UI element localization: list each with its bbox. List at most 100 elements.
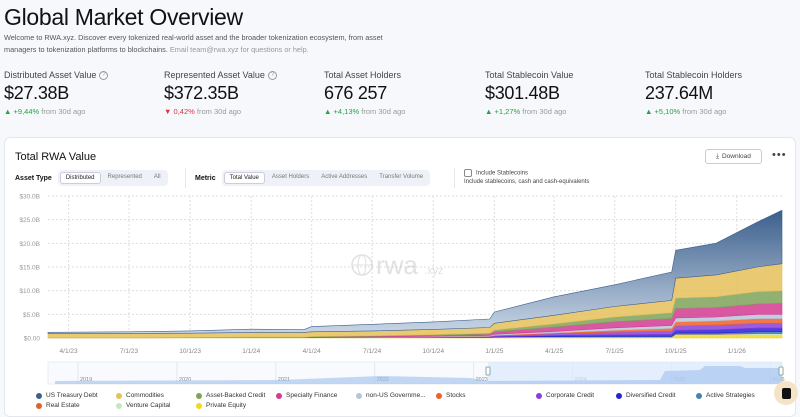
legend-swatch-icon xyxy=(36,392,42,399)
x-tick-label: 10/1/24 xyxy=(422,348,444,355)
x-tick-label: 4/1/25 xyxy=(545,348,563,355)
checkbox-box[interactable] xyxy=(464,169,472,177)
contact-link[interactable]: Email team@rwa.xyz for questions or help… xyxy=(169,45,309,54)
legend-swatch-icon xyxy=(616,392,622,399)
x-tick-label: 4/1/24 xyxy=(303,348,321,355)
legend-label: US Treasury Debt xyxy=(46,392,98,399)
checkbox-label: Include Stablecoins xyxy=(476,170,529,177)
x-tick-label: 10/1/25 xyxy=(665,348,687,355)
change-percent: +1,27% xyxy=(494,107,521,116)
legend-item[interactable]: Real Estate xyxy=(36,402,80,409)
stat-label: Total Stablecoin Holders xyxy=(645,70,742,80)
change-suffix: from 30d ago xyxy=(41,107,86,116)
asset-type-control: Asset Type Distributed Represented All xyxy=(15,170,168,186)
x-tick-label: 1/1/24 xyxy=(242,348,260,355)
help-icon[interactable]: ? xyxy=(267,70,277,80)
legend-label: Active Strategies xyxy=(706,392,755,399)
y-tick-label: $30.0B xyxy=(19,194,40,201)
download-label: Download xyxy=(721,153,751,160)
option-asset-holders[interactable]: Asset Holders xyxy=(271,174,310,180)
change-suffix: from 30d ago xyxy=(682,107,727,116)
stat-label: Total Asset Holders xyxy=(324,70,405,80)
legend-swatch-icon xyxy=(696,392,702,399)
legend-label: Commodities xyxy=(126,392,164,399)
stat-change: ▲ +1,27% from 30d ago xyxy=(485,107,573,116)
more-options-button[interactable]: ••• xyxy=(772,149,787,161)
option-total-value[interactable]: Total Value xyxy=(223,172,265,184)
stat-value: $27.38B xyxy=(4,83,69,103)
legend-item[interactable]: Stocks xyxy=(436,392,466,399)
legend-swatch-icon xyxy=(436,392,442,399)
range-navigator[interactable]: 20192020202120222023202420252026 xyxy=(47,361,785,385)
stat-label: Distributed Asset Value? xyxy=(4,70,109,80)
legend-item[interactable]: US Treasury Debt xyxy=(36,392,98,399)
legend-item[interactable]: non-US Governme... xyxy=(356,392,426,399)
divider xyxy=(454,168,455,188)
stat-label-text: Distributed Asset Value xyxy=(4,70,97,80)
option-active-addresses[interactable]: Active Addresses xyxy=(321,174,368,180)
y-tick-label: $10.0B xyxy=(19,288,40,295)
x-tick-label: 10/1/23 xyxy=(179,348,201,355)
legend-swatch-icon xyxy=(536,392,542,399)
legend-swatch-icon xyxy=(36,402,42,409)
navigator-series xyxy=(55,366,782,384)
navigator-handle-right[interactable] xyxy=(778,366,784,376)
x-tick-label: 1/1/26 xyxy=(728,348,746,355)
include-stablecoins-checkbox[interactable]: Include Stablecoins Include stablecoins,… xyxy=(464,169,589,185)
y-tick-label: $20.0B xyxy=(19,241,40,248)
legend-label: Venture Capital xyxy=(126,402,171,409)
option-all[interactable]: All xyxy=(153,174,161,180)
svg-text:rwa: rwa xyxy=(376,250,418,280)
stat-change: ▲ +4,13% from 30d ago xyxy=(324,107,405,116)
legend-item[interactable]: Active Strategies xyxy=(696,392,755,399)
legend-label: Corporate Credit xyxy=(546,392,595,399)
checkbox-hint: Include stablecoins, cash and cash-equiv… xyxy=(464,179,590,185)
option-distributed[interactable]: Distributed xyxy=(59,172,101,184)
asset-type-segment: Distributed Represented All xyxy=(57,170,168,186)
legend-item[interactable]: Diversified Credit xyxy=(616,392,676,399)
legend-item[interactable]: Venture Capital xyxy=(116,402,170,409)
stat-card: Total Stablecoin Holders 237.64M ▲ +5,10… xyxy=(645,70,742,116)
x-tick-label: 7/1/24 xyxy=(363,348,381,355)
navigator-year-label: 2020 xyxy=(179,377,191,383)
legend-item[interactable]: Private Equity xyxy=(196,402,246,409)
stat-label-text: Total Stablecoin Value xyxy=(485,70,574,80)
stat-label: Represented Asset Value? xyxy=(164,70,277,80)
legend-label: Diversified Credit xyxy=(626,392,676,399)
stat-change: ▲ +5,10% from 30d ago xyxy=(645,107,742,116)
arrow-down-icon: ▼ xyxy=(164,107,172,116)
stat-card: Distributed Asset Value? $27.38B ▲ +9,44… xyxy=(4,70,109,116)
stat-change: ▼ 0,42% from 30d ago xyxy=(164,107,277,116)
card-title: Total RWA Value xyxy=(15,151,97,163)
page-description: Welcome to RWA.xyz. Discover every token… xyxy=(4,32,404,56)
stat-label-text: Total Asset Holders xyxy=(324,70,402,80)
navigator-handle-left[interactable] xyxy=(485,366,491,376)
watermark-logo: rwa .xyz xyxy=(351,250,444,280)
legend-swatch-icon xyxy=(196,392,202,399)
chat-button[interactable] xyxy=(774,381,798,405)
page-title: Global Market Overview xyxy=(4,4,243,30)
x-tick-label: 4/1/23 xyxy=(60,348,78,355)
arrow-up-icon: ▲ xyxy=(4,107,12,116)
option-transfer-volume[interactable]: Transfer Volume xyxy=(379,174,424,180)
y-tick-label: $15.0B xyxy=(19,265,40,272)
svg-text:.xyz: .xyz xyxy=(424,265,444,277)
stat-value: $301.48B xyxy=(485,83,560,103)
help-icon[interactable]: ? xyxy=(99,70,109,80)
stat-card: Total Asset Holders 676 257 ▲ +4,13% fro… xyxy=(324,70,405,116)
x-tick-label: 1/1/25 xyxy=(485,348,503,355)
divider xyxy=(185,168,186,188)
change-suffix: from 30d ago xyxy=(361,107,406,116)
legend-item[interactable]: Corporate Credit xyxy=(536,392,594,399)
legend-label: Private Equity xyxy=(206,402,247,409)
metric-segment: Total Value Asset Holders Active Addresses… xyxy=(221,170,431,186)
stat-card: Represented Asset Value? $372.35B ▼ 0,42… xyxy=(164,70,277,116)
legend-item[interactable]: Asset-Backed Credit xyxy=(196,392,265,399)
download-button[interactable]: ⤓ Download xyxy=(705,149,762,164)
legend-item[interactable]: Specialty Finance xyxy=(276,392,337,399)
option-represented[interactable]: Represented xyxy=(107,174,142,180)
legend-label: Specialty Finance xyxy=(286,392,338,399)
legend-item[interactable]: Commodities xyxy=(116,392,164,399)
area-series-us-treasury-debt[interactable] xyxy=(47,209,783,334)
